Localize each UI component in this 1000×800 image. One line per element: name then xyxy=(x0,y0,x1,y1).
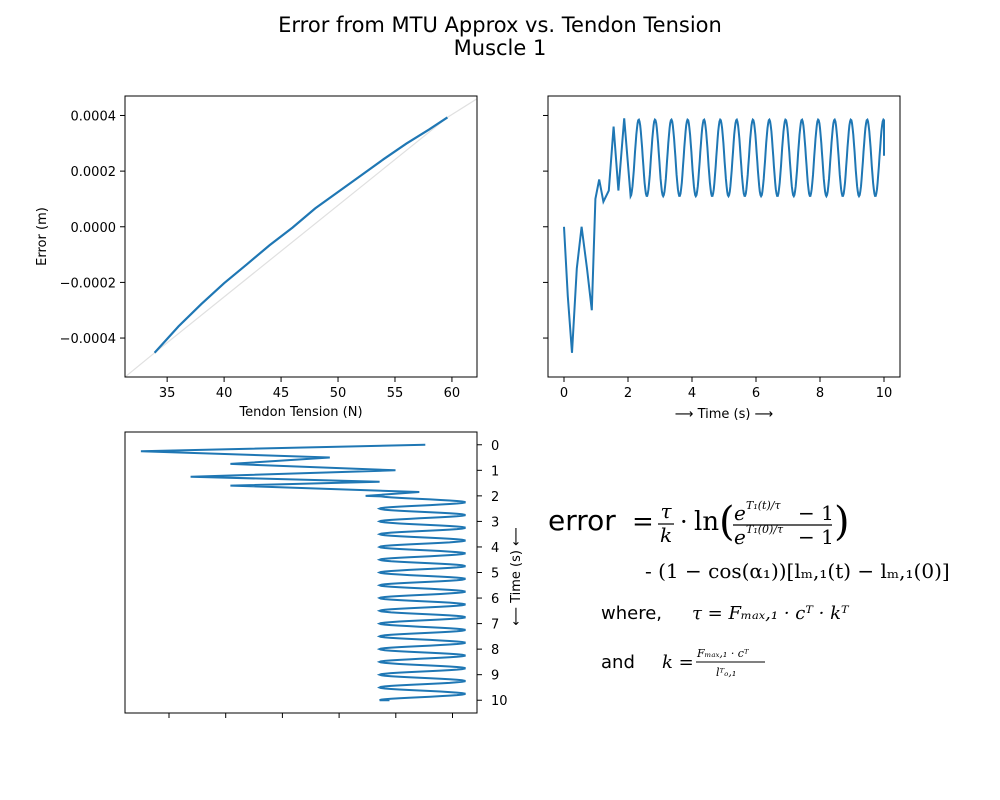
x-axis-label: Tendon Tension (N) xyxy=(238,405,362,420)
y-tick-label: −0.0002 xyxy=(60,276,116,291)
equation-k-numerator: Fₘₐₓ,₁ · cᵀ xyxy=(696,647,750,660)
y-tick-label: 4 xyxy=(491,541,499,556)
x-tick-label: 35 xyxy=(159,386,176,401)
y-tick-label: 1 xyxy=(491,464,499,479)
y-tick-label: 0.0004 xyxy=(71,109,117,124)
x-axis-label: ⟶ Time (s) ⟶ xyxy=(675,407,773,422)
x-tick-label: 50 xyxy=(330,386,347,401)
x-tick-label: 10 xyxy=(876,386,893,401)
y-tick-label: 0.0002 xyxy=(71,165,117,180)
axes-frame xyxy=(547,95,901,378)
y-tick-label: 6 xyxy=(491,592,499,607)
x-tick-label: 8 xyxy=(816,386,824,401)
equation-den-base: e xyxy=(734,525,746,549)
error-vs-tension-axes: 35 40 45 50 55 60 −0.0004 −0.0002 0.0000 0.0002 0.… xyxy=(35,95,478,420)
equation-num-minus-one: − 1 xyxy=(798,501,834,525)
equation-ln: ln xyxy=(694,507,719,537)
x-tick-label: 60 xyxy=(444,386,461,401)
figure-title-line1: Error from MTU Approx vs. Tendon Tension xyxy=(278,13,722,37)
equation-num-base: e xyxy=(734,501,746,525)
figure-title-line2: Muscle 1 xyxy=(454,36,547,60)
axes-frame xyxy=(124,95,478,378)
x-tick-label: 55 xyxy=(387,386,404,401)
y-tick-label: 8 xyxy=(491,643,499,658)
error-time-series-line xyxy=(563,117,885,353)
y-axis-label: Error (m) xyxy=(35,207,50,266)
equation-k-lhs: k = xyxy=(662,652,694,673)
equation-error-word: error xyxy=(548,504,616,537)
x-tick-label: 6 xyxy=(752,386,760,401)
equation-and-word: and xyxy=(601,652,635,673)
time-error-series-line xyxy=(140,443,466,702)
y-tick-label: 9 xyxy=(491,669,499,684)
x-tick-label: 40 xyxy=(216,386,233,401)
error-tension-series-line xyxy=(153,116,449,354)
equation-k-denominator: lᵀₒ,₁ xyxy=(716,666,736,679)
error-vs-time-axes: 0 2 4 6 8 10 ⟶ Time (s) ⟶ xyxy=(543,95,901,422)
y-tick-label: −0.0004 xyxy=(60,332,116,347)
y-tick-label: 0 xyxy=(491,439,499,454)
x-tick-label: 45 xyxy=(273,386,290,401)
equation-tau-definition: τ = Fₘₐₓ,₁ · cᵀ · kᵀ xyxy=(692,603,850,624)
equation-block: error = τ k · ln ( e T₁(t)/τ − 1 e T₁(0)… xyxy=(548,499,950,679)
equation-tau-numerator: τ xyxy=(660,499,672,523)
equation-right-paren: ) xyxy=(834,499,850,545)
y-tick-label: 0.0000 xyxy=(71,221,117,236)
equation-den-exponent: T₁(0)/τ xyxy=(746,523,784,536)
time-vs-error-axes: 0 1 2 3 4 5 6 7 8 9 10 ⟵ Time (s) ⟵ xyxy=(124,431,524,718)
equation-num-exponent: T₁(t)/τ xyxy=(746,499,781,512)
y-tick-label: 2 xyxy=(491,490,499,505)
y-tick-label: 5 xyxy=(491,567,499,582)
equation-left-paren: ( xyxy=(719,499,735,545)
y-tick-label: 7 xyxy=(491,618,499,633)
equation-k-denominator: k xyxy=(660,523,672,547)
y-axis-label: ⟵ Time (s) ⟵ xyxy=(509,527,524,625)
x-tick-label: 2 xyxy=(624,386,632,401)
equation-where-word: where, xyxy=(601,603,662,624)
equation-cdot: · xyxy=(680,508,688,536)
x-tick-label: 0 xyxy=(560,386,568,401)
equation-line2: - (1 − cos(α₁))[lₘ,₁(t) − lₘ,₁(0)] xyxy=(645,559,950,583)
equation-den-minus-one: − 1 xyxy=(798,525,834,549)
x-tick-label: 4 xyxy=(688,386,696,401)
y-tick-label: 3 xyxy=(491,515,499,530)
equation-equals: = xyxy=(632,507,654,537)
y-tick-label: 10 xyxy=(491,694,508,709)
faint-reference-line xyxy=(125,98,477,377)
